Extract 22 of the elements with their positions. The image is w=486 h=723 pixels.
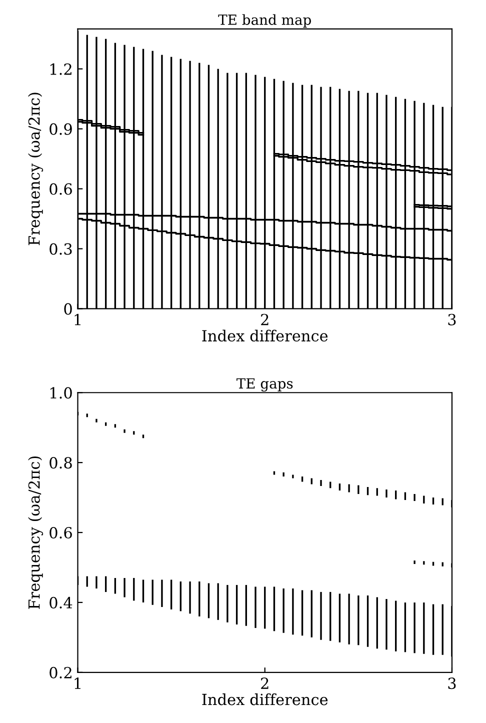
y-tick-label: 0.6: [50, 183, 72, 195]
x-tick-label: 3: [448, 678, 456, 690]
y-tick-label: 0.3: [50, 243, 72, 255]
y-axis-title: Frequency (ωa/2πc): [28, 92, 44, 246]
x-tick-label: 2: [261, 678, 268, 689]
y-tick-label: 0.4: [50, 596, 72, 608]
y-tick-label: 0.8: [50, 457, 72, 469]
y-tick-label: 0.9: [50, 123, 72, 135]
chart-title: TE band map: [218, 14, 311, 28]
x-tick-label: 1: [74, 678, 80, 689]
x-tick-label: 1: [74, 314, 80, 326]
x-axis-title: Index difference: [202, 330, 328, 342]
y-tick-label: 0.6: [50, 526, 72, 539]
y-tick-label: 0: [64, 303, 72, 315]
x-tick-label: 3: [448, 314, 456, 326]
chart-title: TE gaps: [236, 378, 293, 392]
y-axis-title: Frequency (ωa/2πc): [28, 456, 44, 609]
y-tick-label: 1.2: [50, 63, 72, 75]
y-tick-label: 1.0: [50, 387, 72, 399]
y-tick-label: 0.2: [50, 666, 72, 678]
x-axis-title: Index difference: [202, 693, 328, 706]
x-tick-label: 2: [261, 314, 268, 326]
